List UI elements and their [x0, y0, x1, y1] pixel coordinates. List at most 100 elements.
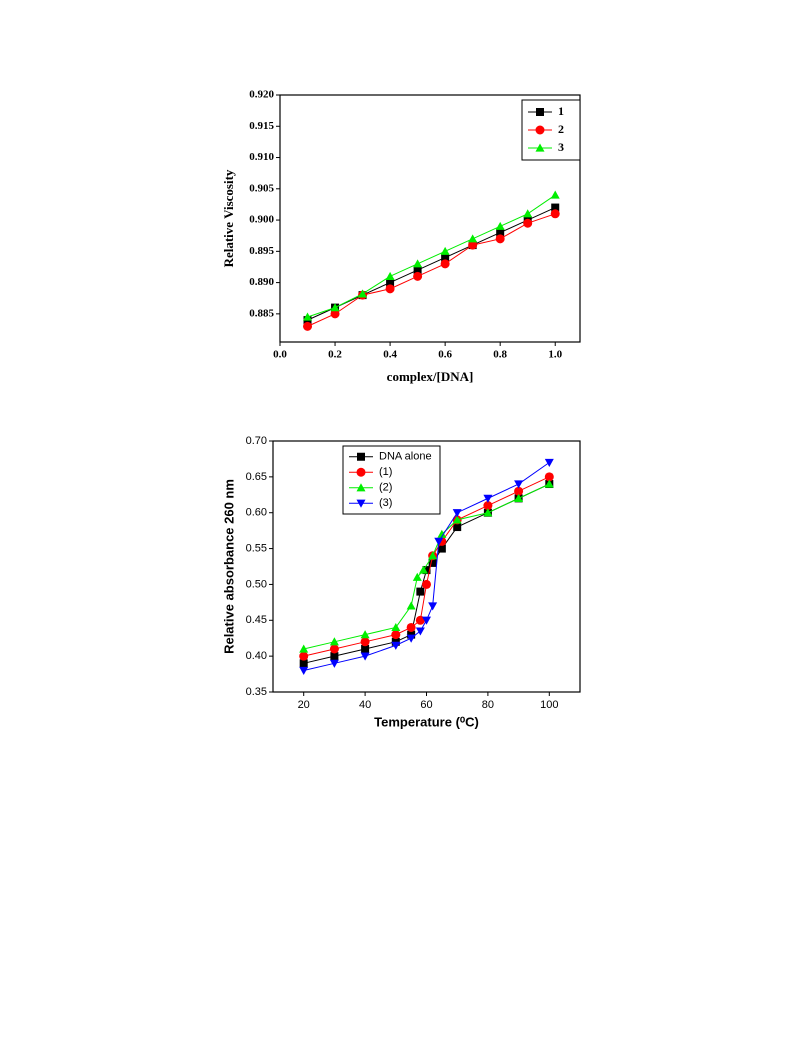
legend-label: 1: [558, 104, 564, 118]
marker: [440, 259, 450, 269]
x-tick-label: 0.0: [273, 349, 287, 361]
marker: [468, 240, 478, 250]
marker: [391, 630, 401, 640]
marker: [453, 523, 462, 532]
x-tick-label: 0.4: [383, 349, 397, 361]
y-axis-label: Relative absorbance 260 nm: [221, 479, 236, 654]
x-tick-label: 60: [420, 699, 432, 711]
x-tick-label: 80: [482, 699, 494, 711]
marker: [514, 480, 524, 489]
legend-label: (1): [379, 466, 392, 478]
marker: [413, 266, 422, 275]
marker: [386, 278, 395, 287]
y-tick-label: 0.910: [249, 151, 274, 163]
marker: [514, 486, 524, 496]
marker: [299, 644, 309, 653]
marker: [422, 616, 431, 625]
y-tick-label: 0.920: [249, 89, 274, 101]
marker: [428, 551, 438, 560]
marker: [468, 234, 478, 243]
marker: [495, 221, 505, 230]
marker: [422, 566, 431, 575]
marker: [544, 472, 554, 482]
marker: [550, 209, 560, 219]
y-tick-label: 0.70: [246, 435, 267, 447]
marker: [329, 637, 339, 646]
legend-label: (2): [379, 482, 392, 494]
x-tick-label: 20: [298, 699, 310, 711]
x-tick-label: 100: [540, 699, 558, 711]
marker: [418, 565, 428, 574]
marker: [428, 602, 438, 611]
marker: [437, 529, 447, 538]
marker: [406, 622, 416, 632]
marker: [329, 659, 339, 668]
marker: [356, 483, 366, 492]
marker: [416, 587, 425, 596]
marker: [358, 289, 368, 298]
y-tick-label: 0.895: [249, 245, 274, 257]
marker: [536, 108, 544, 116]
x-tick-label: 0.6: [438, 349, 452, 361]
marker: [406, 601, 416, 610]
marker: [434, 537, 444, 546]
y-tick-label: 0.50: [246, 578, 267, 590]
y-tick-label: 0.45: [246, 614, 267, 626]
marker: [303, 321, 313, 331]
x-axis-label: complex/[DNA]: [387, 369, 474, 384]
y-tick-label: 0.40: [246, 650, 267, 662]
marker: [356, 467, 366, 477]
marker: [495, 234, 505, 244]
x-tick-label: 40: [359, 699, 371, 711]
marker: [441, 253, 450, 262]
legend-label: DNA alone: [379, 451, 432, 463]
marker: [437, 544, 446, 553]
y-tick-label: 0.55: [246, 542, 267, 554]
marker: [544, 458, 554, 468]
marker: [452, 515, 462, 524]
marker: [385, 271, 395, 280]
y-tick-label: 0.915: [249, 120, 274, 132]
marker: [330, 309, 340, 319]
marker: [415, 615, 425, 625]
marker: [415, 627, 425, 636]
y-tick-label: 0.885: [249, 307, 274, 319]
x-tick-label: 1.0: [548, 349, 562, 361]
marker: [422, 579, 431, 589]
x-tick-label: 0.2: [328, 349, 342, 361]
marker: [299, 651, 309, 661]
series-line: [307, 194, 556, 318]
y-tick-label: 0.905: [249, 182, 274, 194]
series-line: [307, 213, 556, 327]
marker: [303, 312, 313, 321]
y-tick-label: 0.60: [246, 507, 267, 519]
marker: [360, 630, 370, 639]
y-tick-label: 0.900: [249, 214, 274, 226]
marker: [483, 508, 493, 517]
marker: [514, 493, 524, 502]
marker: [357, 452, 365, 461]
legend-label: 3: [558, 140, 564, 154]
marker: [428, 558, 437, 567]
marker: [391, 641, 401, 650]
marker: [551, 203, 560, 212]
marker: [361, 644, 370, 653]
y-tick-label: 0.35: [246, 686, 267, 698]
marker: [535, 125, 545, 135]
marker: [406, 634, 416, 643]
marker: [483, 501, 493, 511]
marker: [360, 637, 370, 647]
marker: [550, 190, 560, 199]
y-tick-label: 0.890: [249, 276, 274, 288]
y-axis-label: Relative Viscosity: [221, 169, 236, 267]
x-axis-label: Temperature (⁰C): [374, 714, 479, 729]
marker: [356, 499, 366, 508]
marker: [330, 303, 340, 312]
marker: [413, 271, 423, 281]
marker: [360, 652, 370, 661]
marker: [385, 284, 395, 294]
marker: [544, 479, 554, 488]
marker: [496, 228, 505, 237]
y-tick-label: 0.65: [246, 471, 267, 483]
